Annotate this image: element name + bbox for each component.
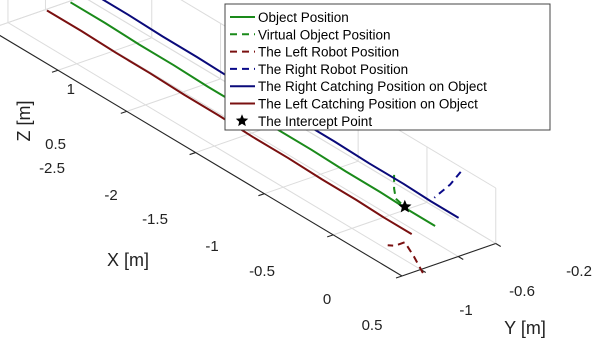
legend-box: [224, 3, 551, 131]
grid-line: [126, 78, 221, 112]
legend-label: The Left Robot Position: [258, 45, 399, 60]
x-tick-mark: [189, 152, 196, 156]
intercept-point-marker: [398, 199, 412, 213]
x-tick-label: -2: [104, 187, 117, 204]
tick-labels: -2.5 -2 -1.5 -1 -0.5 0 0.5 -1 -0.6 -0.2 …: [39, 81, 592, 334]
legend-label: The Left Catching Position on Object: [258, 97, 478, 112]
legend-label: The Intercept Point: [258, 114, 372, 129]
z-tick-label: 0.5: [45, 136, 66, 153]
x-tick-mark: [51, 69, 59, 73]
grid-line: [7, 22, 422, 270]
x-tick-mark: [258, 193, 265, 197]
grid-line: [333, 201, 428, 236]
legend-label: The Right Catching Position on Object: [258, 79, 487, 94]
legend-marker: [235, 114, 249, 127]
x-tick-label: 0: [323, 291, 331, 308]
x-tick-mark: [327, 234, 334, 238]
x-tick-mark: [395, 275, 403, 279]
x-tick-label: -0.5: [249, 263, 275, 280]
legend: Object Position Virtual Object Position Th…: [224, 3, 551, 131]
series-2-line: [387, 241, 424, 274]
y-axis-line: [401, 242, 496, 277]
series-3-line: [433, 171, 462, 199]
y-axis-label: Y [m]: [504, 318, 546, 338]
y-tick-label: -0.6: [509, 283, 535, 300]
axis-labels: X [m] Y [m] Z [m]: [14, 101, 546, 339]
x-tick-label: 0.5: [362, 317, 383, 334]
z-tick-label: 1: [67, 81, 75, 98]
y-tick-mark: [457, 256, 464, 260]
grid-line: [0, 0, 75, 26]
legend-label: Virtual Object Position: [258, 27, 391, 42]
x-tick-label: -1.5: [142, 211, 168, 228]
x-tick-label: -2.5: [39, 160, 65, 177]
x-tick-label: -1: [205, 238, 218, 255]
y-tick-label: -0.2: [566, 263, 592, 280]
y-tick-label: -1: [459, 302, 472, 319]
axes: [0, 34, 502, 279]
grid-line: [264, 160, 359, 195]
z-axis-label: Z [m]: [14, 101, 34, 142]
x-axis-label: X [m]: [107, 250, 149, 270]
y-tick-mark: [495, 243, 502, 247]
legend-label: The Right Robot Position: [258, 62, 408, 77]
legend-label: Object Position: [258, 10, 349, 25]
x-tick-mark: [120, 110, 127, 114]
